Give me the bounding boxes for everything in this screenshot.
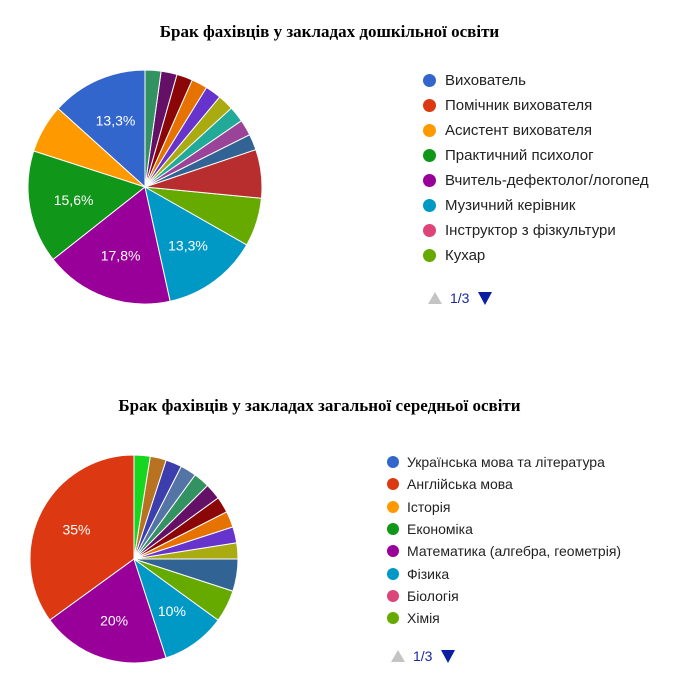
legend-label: Асистент вихователя	[445, 122, 593, 139]
legend-label: Інструктор з фізкультури	[445, 222, 616, 239]
slice-label: 13,3%	[168, 237, 208, 253]
legend-label: Історія	[407, 498, 451, 515]
pie-slice[interactable]	[144, 186, 248, 302]
slice-label: 35%	[62, 522, 90, 538]
legend-label: Кухар	[445, 247, 486, 264]
pie-slice[interactable]	[133, 454, 151, 560]
legend-swatch-icon	[387, 456, 399, 469]
legend-swatch-icon	[423, 224, 436, 237]
page-up-icon[interactable]	[391, 650, 405, 662]
legend-swatch-icon	[423, 199, 436, 212]
legend-swatch-icon	[423, 149, 436, 162]
legend-label: Вчитель-дефектолог/логопед	[445, 172, 649, 189]
legend-swatch-icon	[423, 124, 436, 137]
legend-swatch-icon	[423, 174, 436, 187]
legend-item[interactable]: Вихователь	[423, 68, 649, 93]
legend: Вихователь Помічник вихователя Асистент …	[423, 68, 649, 268]
pie-slice[interactable]	[144, 69, 162, 188]
legend-item[interactable]: Англійська мова	[387, 473, 621, 495]
legend-label: Помічник вихователя	[445, 97, 593, 114]
legend-swatch-icon	[423, 99, 436, 112]
legend-item[interactable]: Музичний керівник	[423, 193, 649, 218]
page-down-icon[interactable]	[478, 291, 493, 305]
legend-item[interactable]: Вчитель-дефектолог/логопед	[423, 168, 649, 193]
legend-item[interactable]: Кухар	[423, 243, 649, 268]
pie-slice[interactable]	[29, 454, 135, 621]
chart-title: Брак фахівців у закладах загальної серед…	[118, 396, 521, 415]
pie-slice[interactable]	[52, 186, 171, 305]
legend-item[interactable]: Інструктор з фізкультури	[423, 218, 649, 243]
pie-chart-preschool: 13,3% 15,6% 17,8% 13,3%	[27, 69, 263, 305]
legend-pager: 1/3	[428, 290, 493, 306]
legend-label: Математика (алгебра, геометрія)	[407, 543, 622, 560]
page-down-icon[interactable]	[441, 649, 456, 663]
legend-swatch-icon	[387, 523, 399, 536]
slice-label: 13,3%	[96, 113, 136, 129]
legend-item[interactable]: Асистент вихователя	[423, 118, 649, 143]
legend-label: Біологія	[407, 587, 459, 604]
legend-swatch-icon	[387, 567, 399, 580]
legend-label: Фізика	[407, 565, 450, 582]
page-up-icon[interactable]	[428, 292, 442, 304]
pie-slice[interactable]	[49, 558, 167, 664]
legend-label: Вихователь	[445, 72, 526, 89]
legend-pager: 1/3	[391, 648, 456, 664]
pie-slice[interactable]	[57, 69, 146, 189]
legend-swatch-icon	[387, 545, 399, 558]
legend-swatch-icon	[423, 249, 436, 262]
slice-label: 10%	[158, 603, 186, 619]
legend-swatch-icon	[423, 74, 436, 87]
legend-item[interactable]: Хімія	[387, 607, 621, 629]
legend-swatch-icon	[387, 612, 399, 625]
legend-swatch-icon	[387, 589, 399, 602]
legend-item[interactable]: Математика (алгебра, геометрія)	[387, 540, 621, 562]
legend-swatch-icon	[387, 500, 399, 513]
legend-item[interactable]: Біологія	[387, 585, 621, 607]
page-indicator: 1/3	[450, 290, 470, 306]
legend-item[interactable]: Українська мова та література	[387, 451, 621, 473]
legend-swatch-icon	[387, 478, 399, 491]
slice-label: 15,6%	[54, 192, 94, 208]
legend-label: Українська мова та література	[407, 454, 605, 471]
page-indicator: 1/3	[413, 648, 433, 664]
legend-label: Економіка	[407, 521, 473, 538]
legend-item[interactable]: Помічник вихователя	[423, 93, 649, 118]
legend-item[interactable]: Економіка	[387, 518, 621, 540]
pie-chart-secondary: 35% 20% 10%	[29, 454, 239, 664]
slice-label: 20%	[100, 612, 128, 628]
legend: Українська мова та література Англійська…	[387, 451, 621, 629]
legend-label: Музичний керівник	[445, 197, 576, 214]
chart-title: Брак фахівців у закладах дошкільної осві…	[159, 22, 500, 41]
legend-item[interactable]: Практичний психолог	[423, 143, 649, 168]
legend-item[interactable]: Фізика	[387, 562, 621, 584]
legend-label: Хімія	[407, 610, 440, 627]
legend-label: Практичний психолог	[445, 147, 594, 164]
legend-label: Англійська мова	[407, 476, 513, 493]
pie-slice[interactable]	[27, 150, 147, 261]
legend-item[interactable]: Історія	[387, 496, 621, 518]
slice-label: 17,8%	[101, 247, 141, 263]
